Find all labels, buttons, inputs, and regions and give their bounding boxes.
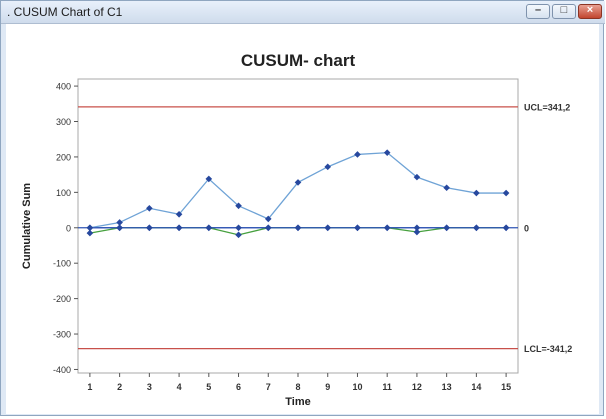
x-tick-label: 3 (147, 382, 152, 392)
minimize-button[interactable]: – (526, 4, 550, 19)
data-point (146, 224, 153, 232)
minimize-icon: – (534, 4, 542, 16)
data-point (205, 224, 213, 232)
chart-title: CUSUM- chart (241, 51, 356, 70)
title-bar[interactable]: . CUSUM Chart of C1 – □ × (1, 1, 605, 24)
y-tick-label: -200 (53, 294, 71, 304)
x-tick-label: 12 (412, 382, 422, 392)
x-tick-label: 13 (442, 382, 452, 392)
x-tick-label: 2 (117, 382, 122, 392)
data-point (413, 173, 421, 181)
x-tick-label: 4 (177, 382, 182, 392)
chart-area: CUSUM- chart 400 300 200 100 0 -100 -200 -300 -40… (6, 24, 599, 414)
window-title: . CUSUM Chart of C1 (7, 5, 123, 19)
x-tick-label: 11 (382, 382, 392, 392)
data-point (146, 204, 153, 212)
data-point (175, 224, 183, 232)
y-tick-label: 100 (56, 188, 71, 198)
data-point (86, 229, 94, 237)
data-point (502, 224, 510, 232)
data-point (413, 228, 421, 236)
data-point (235, 231, 242, 239)
x-tick-label: 14 (471, 382, 481, 392)
y-tick-label: -400 (53, 365, 71, 375)
data-point (116, 219, 123, 226)
maximize-icon: □ (560, 4, 568, 16)
data-point (235, 202, 242, 210)
x-tick-label: 7 (266, 382, 271, 392)
data-point (86, 224, 94, 232)
x-tick-label: 6 (236, 382, 241, 392)
data-point (264, 224, 272, 232)
maximize-button[interactable]: □ (552, 4, 576, 19)
x-tick-label: 1 (87, 382, 92, 392)
y-tick-label: 200 (56, 152, 71, 162)
data-point (294, 224, 302, 232)
x-tick-label: 15 (501, 382, 511, 392)
x-axis-label: Time (285, 396, 310, 408)
x-tick-label: 8 (295, 382, 300, 392)
data-point (324, 163, 332, 171)
data-point (235, 224, 242, 232)
x-tick-label: 10 (352, 382, 362, 392)
close-icon: × (586, 4, 594, 16)
data-point (116, 224, 123, 232)
data-point (502, 189, 510, 197)
data-point (413, 224, 421, 232)
y-tick-label: -300 (53, 330, 71, 340)
y-tick-label: -100 (53, 259, 71, 269)
close-button[interactable]: × (578, 4, 602, 19)
y-tick-label: 300 (56, 117, 71, 127)
data-point (294, 179, 302, 186)
data-point (443, 224, 450, 232)
data-point (354, 151, 361, 158)
x-tick-label: 9 (325, 382, 330, 392)
reference-line-label: LCL=-341,2 (524, 344, 572, 354)
data-point (205, 175, 213, 183)
y-tick-label: 0 (66, 223, 71, 233)
data-point (324, 224, 332, 232)
data-point (175, 211, 183, 218)
y-axis-label: Cumulative Sum (21, 183, 33, 269)
data-point (473, 189, 480, 197)
reference-line-label: 0 (524, 223, 529, 233)
data-point (473, 224, 480, 232)
data-point (354, 224, 361, 232)
x-tick-label: 5 (206, 382, 211, 392)
reference-line-label: UCL=341,2 (524, 102, 570, 112)
data-point (443, 184, 450, 192)
cusum-chart: CUSUM- chart4003002001000-100-200-300-40… (21, 51, 572, 408)
data-point (383, 224, 391, 232)
data-point (264, 215, 272, 223)
y-tick-label: 400 (56, 82, 71, 92)
